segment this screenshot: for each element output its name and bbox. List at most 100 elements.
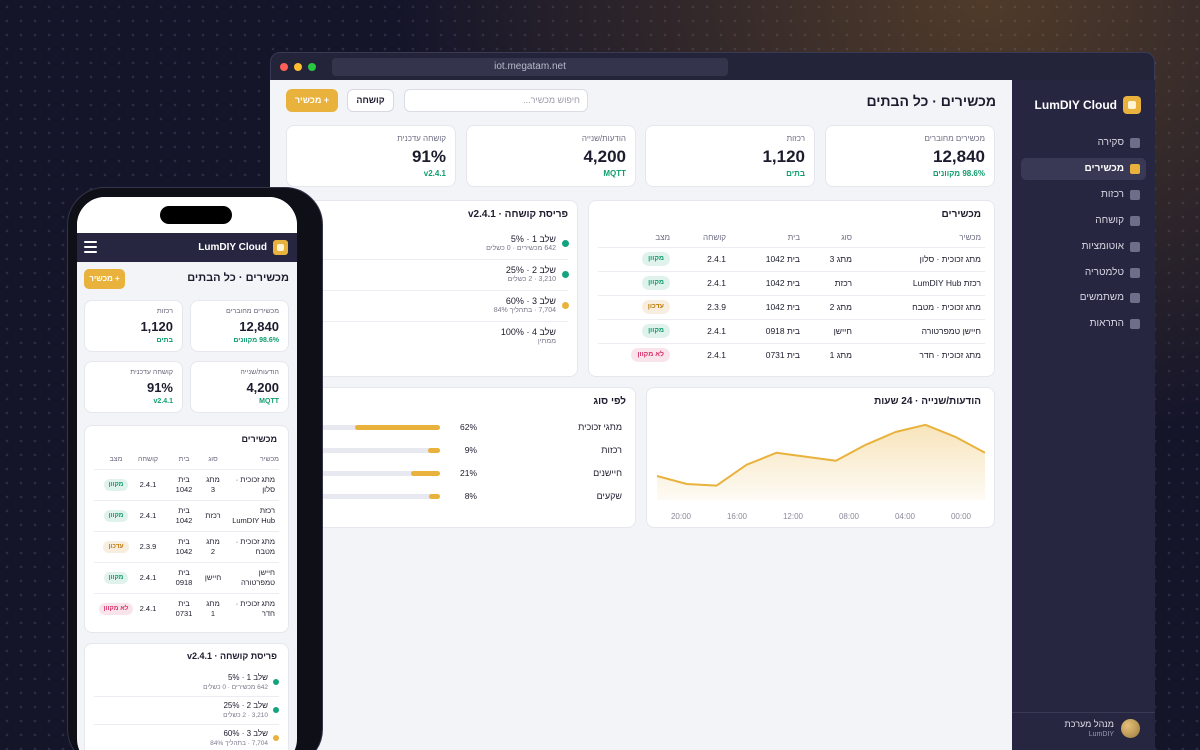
table-header: קושחה [703, 233, 726, 242]
hamburger-line[interactable] [84, 241, 97, 243]
nav-item[interactable]: סקירה [1097, 137, 1124, 148]
stat-card [466, 125, 636, 187]
row-divider [598, 247, 985, 248]
search-input[interactable] [404, 89, 588, 112]
by-type-title: לפי סוג [593, 396, 626, 407]
status-pill: מקוון [76, 568, 156, 588]
stat-card [286, 125, 456, 187]
table-cell: מתג זכוכית · חדר [919, 349, 981, 360]
user-org: LumDIY [1088, 731, 1114, 738]
type-track [303, 493, 440, 499]
table-header: קושחה [137, 456, 159, 463]
nav-icon [1130, 138, 1140, 148]
table-cell: 2.4.1 [707, 349, 726, 360]
phone-add-button-label[interactable]: + מכשיר [89, 274, 120, 283]
nav-item[interactable]: קושחה [1095, 214, 1124, 226]
nav-icon [1130, 293, 1140, 304]
rollout-title: פריסת קושחה · v2.4.1 [186, 651, 277, 661]
table-header: מכשיר [259, 456, 279, 463]
stage-detail: 642 מכשירים · 0 כשלים [203, 683, 268, 691]
type-name: חיישנים [593, 468, 622, 478]
row-divider [94, 562, 279, 563]
table-cell: בית 1042 [765, 277, 800, 288]
stage-divider [296, 259, 568, 260]
table-header: בית [178, 456, 190, 463]
rollout-card [286, 200, 578, 377]
stage-divider [94, 724, 279, 725]
stage-divider [296, 321, 568, 322]
phone-title: מכשירים · כל הבתים [187, 272, 289, 284]
nav-item[interactable]: משתמשים [1079, 292, 1124, 304]
stat-sub: 98.6% מקוונים [932, 169, 985, 178]
nav-item[interactable]: רכזות [1100, 188, 1124, 200]
phone-brand: LumDIY Cloud [198, 242, 267, 253]
by-type-card [286, 387, 636, 528]
stage-name: שלב 3 · 60% [223, 729, 268, 738]
add-device-button[interactable] [286, 89, 338, 112]
type-name: רכזות [601, 445, 622, 455]
url: iot.megatam.net [494, 61, 566, 72]
stage-detail: 7,704 · בתהליך 84% [493, 307, 556, 314]
table-cell: 2.4.1 [139, 572, 157, 582]
status-pill: מקוון [76, 506, 156, 526]
brand-logo-inner [1128, 101, 1136, 109]
stat-value: 1,120 [762, 147, 805, 166]
stat-sub: בתים [786, 169, 805, 178]
stat-label: מכשירים מחוברים [924, 134, 985, 143]
type-percent: 9% [464, 444, 477, 455]
stage-detail: 642 מכשירים · 0 כשלים [486, 245, 556, 252]
table-header: בית [787, 233, 800, 242]
row-divider [94, 469, 279, 470]
row-divider [598, 343, 985, 344]
stage-divider [94, 696, 279, 697]
hamburger-line[interactable] [84, 246, 97, 248]
add-device-button-label[interactable]: + מכשיר [294, 95, 330, 105]
nav-item[interactable]: התראות [1089, 318, 1124, 330]
devices-card [588, 200, 995, 377]
type-bar [429, 493, 440, 499]
type-percent: 62% [459, 421, 477, 432]
x-tick-label: 12:00 [783, 512, 804, 521]
stat-label: מכשירים מחוברים [226, 308, 279, 315]
phone-stat-card [190, 361, 289, 413]
throughput-chart: 00:00 04:00 08:00 12:00 16:00 20:00 [656, 423, 986, 521]
stage-detail: 7,704 · בתהליך 84% [210, 739, 268, 747]
stage-divider [296, 290, 568, 291]
stage-name: שלב 2 · 25% [505, 265, 556, 275]
row-divider [94, 531, 279, 532]
stat-label: רכזות [786, 134, 805, 143]
table-cell: מתג 1 [206, 598, 220, 619]
status-pill: עדכון [76, 537, 156, 557]
nav-icon [1130, 241, 1140, 252]
stat-sub: בתים [156, 337, 173, 344]
stat-value: 12,840 [933, 147, 985, 166]
firmware-button[interactable] [347, 89, 394, 112]
stage-dot [273, 679, 279, 685]
stage-detail: 3,210 · 2 כשלים [507, 276, 556, 283]
type-name: מתגי זכוכית [578, 422, 622, 432]
nav-icon [1130, 163, 1140, 174]
table-cell: רכזת LumDIY Hub [912, 277, 981, 288]
phone-add-button[interactable] [84, 269, 125, 289]
nav-icon [1130, 189, 1140, 200]
rollout-title: פריסת קושחה · v2.4.1 [467, 209, 568, 220]
stat-label: רכזות [156, 308, 173, 315]
table-cell: מתג זכוכית · מטבח [912, 301, 981, 312]
table-cell: מתג 3 [829, 253, 852, 264]
nav-item[interactable]: טלמטריה [1084, 266, 1124, 278]
table-cell: 2.4.1 [707, 325, 726, 336]
stage-dot [562, 271, 569, 278]
status-pill: לא מקוון [76, 599, 156, 619]
firmware-button-label[interactable]: קושחה [356, 95, 385, 105]
table-cell: בית 1042 [175, 505, 193, 526]
table-cell: 2.4.1 [707, 277, 726, 288]
status-pill: לא מקוון [98, 603, 134, 615]
devices-title: מכשירים [241, 434, 278, 444]
devices-title: מכשירים [941, 209, 981, 220]
nav-item[interactable]: מכשירים [1084, 162, 1124, 174]
hamburger-line[interactable] [84, 251, 97, 253]
stage-name: שלב 3 · 60% [505, 296, 556, 306]
nav-item[interactable]: אוטומציות [1081, 240, 1124, 252]
table-header: מכשיר [959, 233, 981, 242]
